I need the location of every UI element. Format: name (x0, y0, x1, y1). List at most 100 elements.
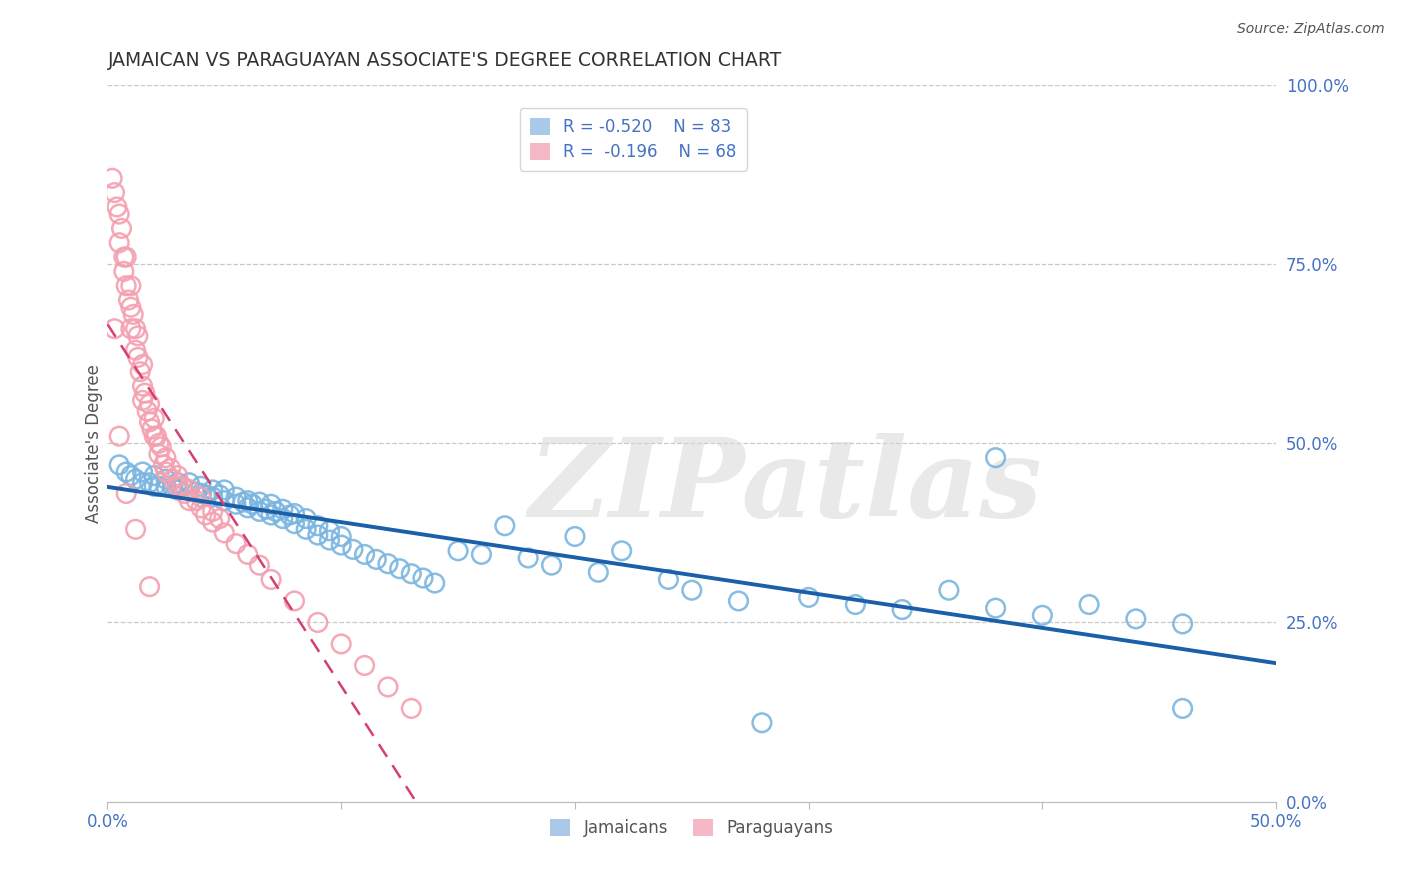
Point (494, 518, 516, 533)
Point (318, 533, 340, 547)
Point (232, 495, 254, 509)
Point (190, 486, 212, 500)
Point (138, 415, 160, 429)
Point (179, 493, 201, 508)
Point (186, 485, 208, 500)
Point (401, 701, 423, 715)
Point (260, 573, 283, 587)
Point (330, 637, 353, 651)
Point (143, 411, 166, 425)
Point (423, 576, 446, 591)
Point (271, 511, 294, 525)
Point (214, 525, 236, 540)
Point (145, 429, 167, 443)
Point (152, 458, 174, 472)
Point (249, 495, 271, 509)
Point (470, 548, 492, 562)
Point (307, 615, 329, 630)
Point (236, 500, 259, 515)
Point (148, 436, 170, 450)
Point (249, 504, 271, 518)
Point (201, 504, 224, 518)
Point (751, 715, 773, 730)
Point (307, 518, 329, 533)
Point (179, 483, 201, 497)
Point (122, 307, 145, 321)
Point (138, 475, 160, 490)
Y-axis label: Associate's Degree: Associate's Degree (86, 364, 103, 523)
Point (1171, 616, 1194, 631)
Point (172, 479, 194, 493)
Point (242, 497, 264, 511)
Point (318, 524, 340, 538)
Point (797, 591, 820, 605)
Point (148, 447, 170, 461)
Point (166, 479, 188, 493)
Point (1125, 612, 1147, 626)
Point (353, 548, 375, 562)
Point (120, 322, 142, 336)
Point (844, 598, 866, 612)
Point (225, 536, 247, 550)
Point (610, 544, 633, 558)
Point (138, 580, 160, 594)
Point (984, 450, 1007, 465)
Point (201, 490, 224, 504)
Point (124, 522, 146, 536)
Point (138, 397, 160, 411)
Point (225, 490, 247, 504)
Point (148, 479, 170, 493)
Point (179, 475, 201, 490)
Point (377, 557, 399, 571)
Point (143, 429, 166, 443)
Point (166, 483, 188, 497)
Point (120, 278, 142, 293)
Point (124, 322, 146, 336)
Point (159, 461, 181, 475)
Point (131, 475, 153, 490)
Legend: Jamaicans, Paraguayans: Jamaicans, Paraguayans (544, 812, 839, 844)
Point (891, 602, 914, 616)
Point (681, 583, 703, 598)
Point (150, 440, 173, 454)
Point (115, 278, 138, 293)
Point (155, 465, 177, 479)
Point (260, 497, 283, 511)
Point (984, 601, 1007, 615)
Point (260, 508, 283, 522)
Point (283, 594, 305, 608)
Point (342, 542, 364, 557)
Point (388, 562, 411, 576)
Point (105, 200, 128, 214)
Point (727, 594, 749, 608)
Point (186, 493, 208, 508)
Point (115, 465, 138, 479)
Point (179, 483, 201, 497)
Point (1031, 608, 1053, 623)
Point (108, 458, 131, 472)
Point (1078, 598, 1101, 612)
Point (108, 207, 131, 221)
Point (162, 472, 184, 486)
Point (283, 516, 305, 531)
Point (236, 548, 259, 562)
Point (127, 351, 149, 365)
Point (190, 500, 212, 515)
Point (115, 486, 138, 500)
Point (377, 680, 399, 694)
Point (155, 479, 177, 493)
Point (155, 450, 177, 465)
Point (447, 544, 470, 558)
Point (1171, 701, 1194, 715)
Point (166, 468, 188, 483)
Point (214, 493, 236, 508)
Point (190, 490, 212, 504)
Point (134, 386, 156, 401)
Point (131, 379, 153, 393)
Point (162, 481, 184, 495)
Point (194, 508, 217, 522)
Point (173, 486, 195, 500)
Point (131, 393, 153, 408)
Point (190, 479, 212, 493)
Point (108, 235, 131, 250)
